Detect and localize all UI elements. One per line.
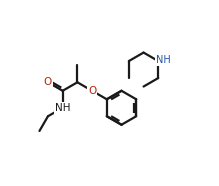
Text: O: O [88,86,96,96]
Text: NH: NH [155,55,170,65]
Text: O: O [44,77,52,87]
Text: NH: NH [55,103,71,113]
